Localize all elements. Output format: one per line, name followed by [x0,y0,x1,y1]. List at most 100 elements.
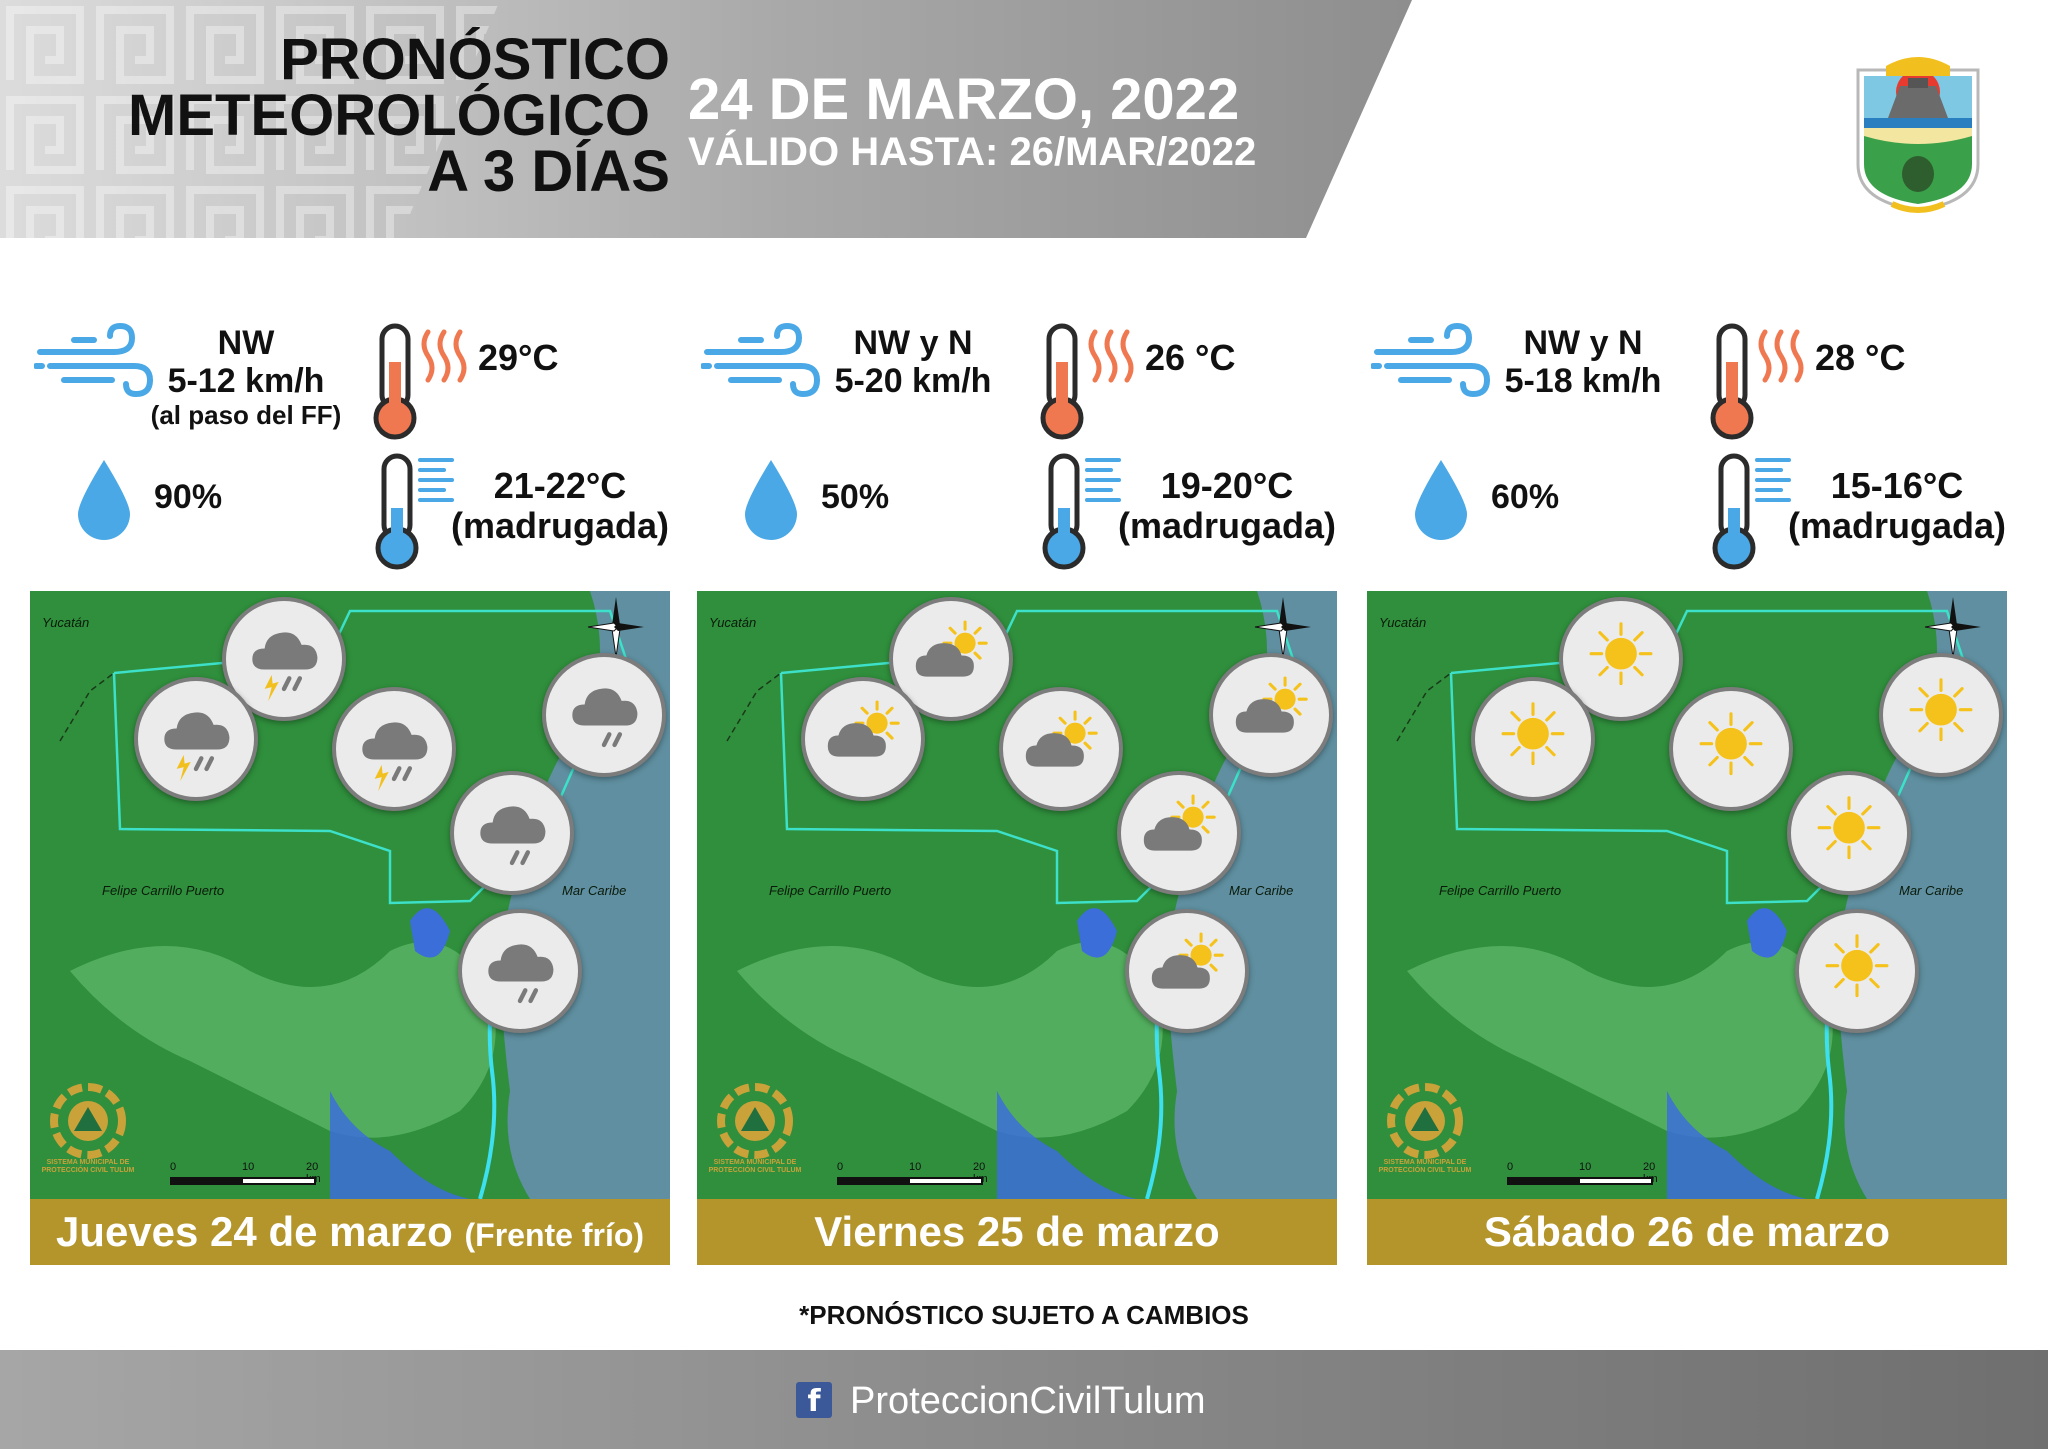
scale-label: 10 [242,1161,255,1173]
map-label-sea: Mar Caribe [1229,883,1294,898]
day-forecast-3: NW y N 5-18 km/h 28 °C 60% 15-16°C (madr… [1367,318,2007,1268]
page-title: PRONÓSTICO METEOROLÓGICO A 3 DÍAS [100,27,670,201]
civil-protection-logo: SISTEMA MUNICIPAL DE PROTECCIÓN CIVIL TU… [38,1081,138,1199]
sunny-weather-icon [1787,771,1911,895]
municipal-coat-of-arms-logo [1852,56,1984,214]
date-block: 24 DE MARZO, 2022 VÁLIDO HASTA: 26/MAR/2… [688,70,1257,175]
civil-protection-text: SISTEMA MUNICIPAL DE PROTECCIÓN CIVIL TU… [41,1159,135,1174]
day-forecast-2: NW y N 5-20 km/h 26 °C 50% 19-20°C (madr… [697,318,1337,1268]
thermometer-cold-icon [1712,453,1791,570]
temperature-min-note: (madrugada) [1787,505,2007,546]
thermometer-cold-icon [1042,453,1121,570]
day-label: Viernes 25 de marzo [697,1199,1337,1265]
humidity-drop-icon [78,460,130,540]
civil-protection-text: SISTEMA MUNICIPAL DE PROTECCIÓN CIVIL TU… [708,1159,802,1174]
scale-label: 0 [837,1161,844,1173]
sunny-weather-icon [1879,653,2003,777]
civil-protection-logo: SISTEMA MUNICIPAL DE PROTECCIÓN CIVIL TU… [1375,1081,1475,1199]
partly-cloudy-weather-icon [1125,909,1249,1033]
map-label-city: Felipe Carrillo Puerto [1439,883,1562,898]
temperature-min: 21-22°C (madrugada) [440,466,680,546]
wind-icon [701,322,821,398]
day-label: Sábado 26 de marzo [1367,1199,2007,1265]
wind-direction: NW [217,324,275,362]
header-banner: PRONÓSTICO METEOROLÓGICO A 3 DÍAS 24 DE … [0,0,1412,238]
temperature-min-value: 15-16°C [1830,465,1964,506]
temperature-min-value: 21-22°C [493,465,627,506]
wind-direction: NW y N [853,324,973,362]
sunny-weather-icon [1669,687,1793,811]
compass-rose-icon [1923,595,1983,659]
humidity-drop-icon [1415,460,1467,540]
temperature-min: 19-20°C (madrugada) [1107,466,1347,546]
regional-map: Yucatán Felipe Carrillo Puerto Mar Caribe S… [1367,591,2007,1199]
temperature-max: 26 °C [1145,337,1236,378]
scale-bar-graphic [1507,1177,1653,1185]
disclaimer: *PRONÓSTICO SUJETO A CAMBIOS [799,1300,1249,1330]
compass-rose-icon [586,595,646,659]
civil-protection-logo: SISTEMA MUNICIPAL DE PROTECCIÓN CIVIL TU… [705,1081,805,1199]
wind-speed: 5-12 km/h [167,362,325,400]
scale-label: 0 [170,1161,177,1173]
partly-cloudy-weather-icon [1117,771,1241,895]
title-line-2: METEOROLÓGICO [128,83,650,148]
thermometer-hot-icon [373,323,467,440]
scale-label: 10 [909,1161,922,1173]
compass-rose-icon [1253,595,1313,659]
humidity-value: 60% [1491,478,1560,516]
regional-map: Yucatán Felipe Carrillo Puerto Mar Caribe S… [697,591,1337,1199]
scale-label: 10 [1579,1161,1592,1173]
rain-weather-icon [542,653,666,777]
temperature-min: 15-16°C (madrugada) [1777,466,2017,546]
facebook-icon[interactable]: f [796,1382,832,1419]
map-label-sea: Mar Caribe [1899,883,1964,898]
regional-map: Yucatán Felipe Carrillo Puerto Mar Caribe S… [30,591,670,1199]
storm-weather-icon [332,687,456,811]
day-forecast-1: NW 5-12 km/h (al paso del FF) 29°C 90% 2… [30,318,670,1268]
storm-weather-icon [134,677,258,801]
partly-cloudy-weather-icon [999,687,1123,811]
wind-direction: NW y N [1523,324,1643,362]
footer-background [0,1350,2048,1449]
wind-icon [1371,322,1491,398]
temperature-max: 29°C [478,337,559,378]
day-label: Jueves 24 de marzo (Frente frío) [30,1199,670,1265]
title-line-1: PRONÓSTICO [280,27,670,92]
day-name: Jueves 24 de marzo [55,1208,453,1255]
humidity-drop-icon [745,460,797,540]
thermometer-hot-icon [1710,323,1804,440]
temperature-max: 28 °C [1815,337,1906,378]
map-label-sea: Mar Caribe [562,883,627,898]
thermometer-hot-icon [1040,323,1134,440]
day-note: (Frente frío) [464,1217,645,1253]
humidity-value: 90% [154,478,223,516]
scale-label: 0 [1507,1161,1514,1173]
map-label-yucatan: Yucatán [1379,615,1427,630]
wind-note: (al paso del FF) [150,400,342,430]
day-name: Viernes 25 de marzo [814,1208,1220,1255]
wind-info: NW y N 5-18 km/h [1483,324,1683,400]
scale-bar-graphic [170,1177,316,1185]
temperature-min-value: 19-20°C [1160,465,1294,506]
map-label-yucatan: Yucatán [709,615,757,630]
map-label-yucatan: Yucatán [42,615,90,630]
sunny-weather-icon [1471,677,1595,801]
civil-protection-text: SISTEMA MUNICIPAL DE PROTECCIÓN CIVIL TU… [1378,1159,1472,1174]
valid-until: VÁLIDO HASTA: 26/MAR/2022 [688,130,1257,174]
thermometer-cold-icon [375,453,454,570]
partly-cloudy-weather-icon [889,597,1013,721]
wind-info: NW y N 5-20 km/h [813,324,1013,400]
map-label-city: Felipe Carrillo Puerto [769,883,892,898]
partly-cloudy-weather-icon [801,677,925,801]
footer-bar: f ProteccionCivilTulum [0,1350,2048,1449]
scale-bar-graphic [837,1177,983,1185]
map-label-city: Felipe Carrillo Puerto [102,883,225,898]
wind-info: NW 5-12 km/h (al paso del FF) [146,324,346,430]
temperature-min-note: (madrugada) [450,505,670,546]
wind-speed: 5-20 km/h [834,362,992,400]
social-handle-link[interactable]: ProteccionCivilTulum [850,1380,1206,1422]
rain-weather-icon [458,909,582,1033]
